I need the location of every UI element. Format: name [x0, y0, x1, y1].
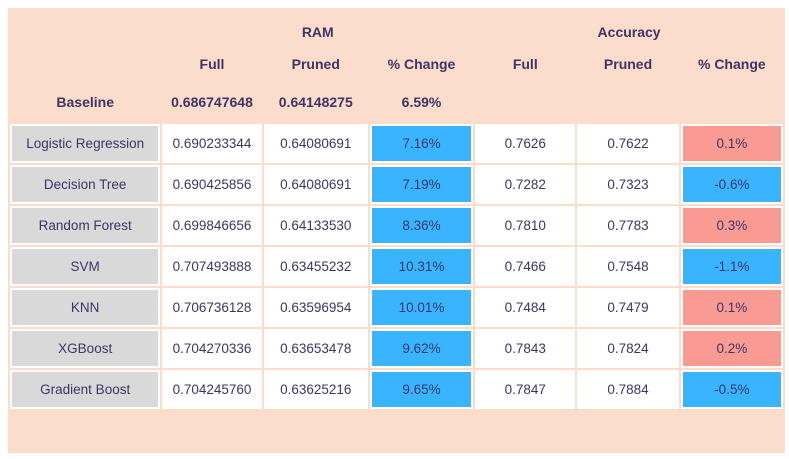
- accuracy-change-cell: -0.6%: [680, 165, 783, 204]
- model-name-cell: KNN: [10, 288, 161, 327]
- table-body: Logistic Regression 0.690233344 0.64080691…: [10, 124, 783, 409]
- accuracy-pruned-cell: 0.7323: [577, 165, 679, 204]
- accuracy-full-cell: 0.7466: [475, 247, 576, 286]
- ram-pruned-cell: 0.64080691: [263, 165, 368, 204]
- model-name-cell: SVM: [10, 247, 161, 286]
- ram-change-cell: 8.36%: [369, 206, 474, 245]
- ram-full-cell: 0.690425856: [162, 165, 262, 204]
- ram-change-cell: 9.62%: [369, 329, 474, 368]
- accuracy-change-cell: 0.1%: [680, 288, 783, 327]
- accuracy-pruned-cell: 0.7884: [577, 370, 679, 409]
- accuracy-pruned-cell: 0.7783: [577, 206, 679, 245]
- ram-change-cell: 9.65%: [369, 370, 474, 409]
- table-row: XGBoost 0.704270336 0.63653478 9.62% 0.7843 0…: [10, 329, 783, 368]
- ram-full-cell: 0.704245760: [162, 370, 262, 409]
- baseline-accuracy-full-empty: [475, 82, 575, 122]
- col-header-ram-pruned: Pruned: [291, 56, 340, 72]
- accuracy-change-cell: -1.1%: [680, 247, 783, 286]
- ram-pruned-cell: 0.63653478: [263, 329, 368, 368]
- model-comparison-table: RAM Accuracy Full Pruned % Change Full P…: [8, 8, 785, 411]
- table-row: KNN 0.706736128 0.63596954 10.01% 0.7484 0.74…: [10, 288, 783, 327]
- accuracy-full-cell: 0.7847: [475, 370, 576, 409]
- group-header-accuracy: Accuracy: [597, 24, 661, 40]
- baseline-ram-change: 6.59%: [401, 94, 442, 110]
- group-header-ram: RAM: [301, 24, 334, 40]
- model-name-cell: Decision Tree: [10, 165, 161, 204]
- ram-full-cell: 0.707493888: [162, 247, 262, 286]
- table-row: SVM 0.707493888 0.63455232 10.31% 0.7466 0.75…: [10, 247, 783, 286]
- corner-spacer: [10, 48, 160, 80]
- accuracy-change-cell: 0.3%: [680, 206, 783, 245]
- comparison-table-panel: RAM Accuracy Full Pruned % Change Full P…: [8, 8, 785, 453]
- ram-change-cell: 7.19%: [369, 165, 474, 204]
- group-header-row: RAM Accuracy: [10, 10, 783, 46]
- ram-pruned-cell: 0.63625216: [263, 370, 368, 409]
- accuracy-full-cell: 0.7843: [475, 329, 576, 368]
- col-header-accuracy-change: % Change: [697, 56, 766, 72]
- accuracy-full-cell: 0.7484: [475, 288, 576, 327]
- ram-full-cell: 0.690233344: [162, 124, 262, 163]
- accuracy-pruned-cell: 0.7548: [577, 247, 679, 286]
- baseline-accuracy-change-empty: [681, 82, 783, 122]
- ram-full-cell: 0.699846656: [162, 206, 262, 245]
- ram-pruned-cell: 0.63455232: [263, 247, 368, 286]
- accuracy-pruned-cell: 0.7622: [577, 124, 679, 163]
- col-header-accuracy-pruned: Pruned: [603, 56, 653, 72]
- ram-full-cell: 0.704270336: [162, 329, 262, 368]
- accuracy-full-cell: 0.7810: [475, 206, 576, 245]
- accuracy-change-cell: 0.1%: [680, 124, 783, 163]
- table-row: Random Forest 0.699846656 0.64133530 8.36% 0…: [10, 206, 783, 245]
- col-header-ram-change: % Change: [387, 56, 456, 72]
- accuracy-change-cell: -0.5%: [680, 370, 783, 409]
- table-row: Decision Tree 0.690425856 0.64080691 7.19% 0…: [10, 165, 783, 204]
- accuracy-pruned-cell: 0.7824: [577, 329, 679, 368]
- ram-change-cell: 10.31%: [369, 247, 474, 286]
- col-header-ram-full: Full: [199, 56, 225, 72]
- table-row: Gradient Boost 0.704245760 0.63625216 9.65%…: [10, 370, 783, 409]
- ram-pruned-cell: 0.63596954: [263, 288, 368, 327]
- table-row: Logistic Regression 0.690233344 0.64080691…: [10, 124, 783, 163]
- baseline-accuracy-pruned-empty: [577, 82, 678, 122]
- ram-change-cell: 10.01%: [369, 288, 474, 327]
- model-name-cell: Random Forest: [10, 206, 161, 245]
- accuracy-full-cell: 0.7282: [475, 165, 576, 204]
- col-header-accuracy-full: Full: [512, 56, 538, 72]
- corner-spacer: [10, 10, 160, 46]
- model-name-cell: Gradient Boost: [10, 370, 161, 409]
- baseline-ram-full: 0.686747648: [171, 94, 253, 110]
- baseline-row: Baseline 0.686747648 0.64148275 6.59%: [10, 82, 783, 122]
- model-name-cell: XGBoost: [10, 329, 161, 368]
- baseline-ram-pruned: 0.64148275: [278, 94, 353, 110]
- ram-pruned-cell: 0.64080691: [263, 124, 368, 163]
- accuracy-change-cell: 0.2%: [680, 329, 783, 368]
- ram-pruned-cell: 0.64133530: [263, 206, 368, 245]
- accuracy-full-cell: 0.7626: [475, 124, 576, 163]
- column-header-row: Full Pruned % Change Full Pruned % Chang…: [10, 48, 783, 80]
- ram-full-cell: 0.706736128: [162, 288, 262, 327]
- baseline-label: Baseline: [56, 94, 114, 110]
- model-name-cell: Logistic Regression: [10, 124, 161, 163]
- ram-change-cell: 7.16%: [369, 124, 474, 163]
- accuracy-pruned-cell: 0.7479: [577, 288, 679, 327]
